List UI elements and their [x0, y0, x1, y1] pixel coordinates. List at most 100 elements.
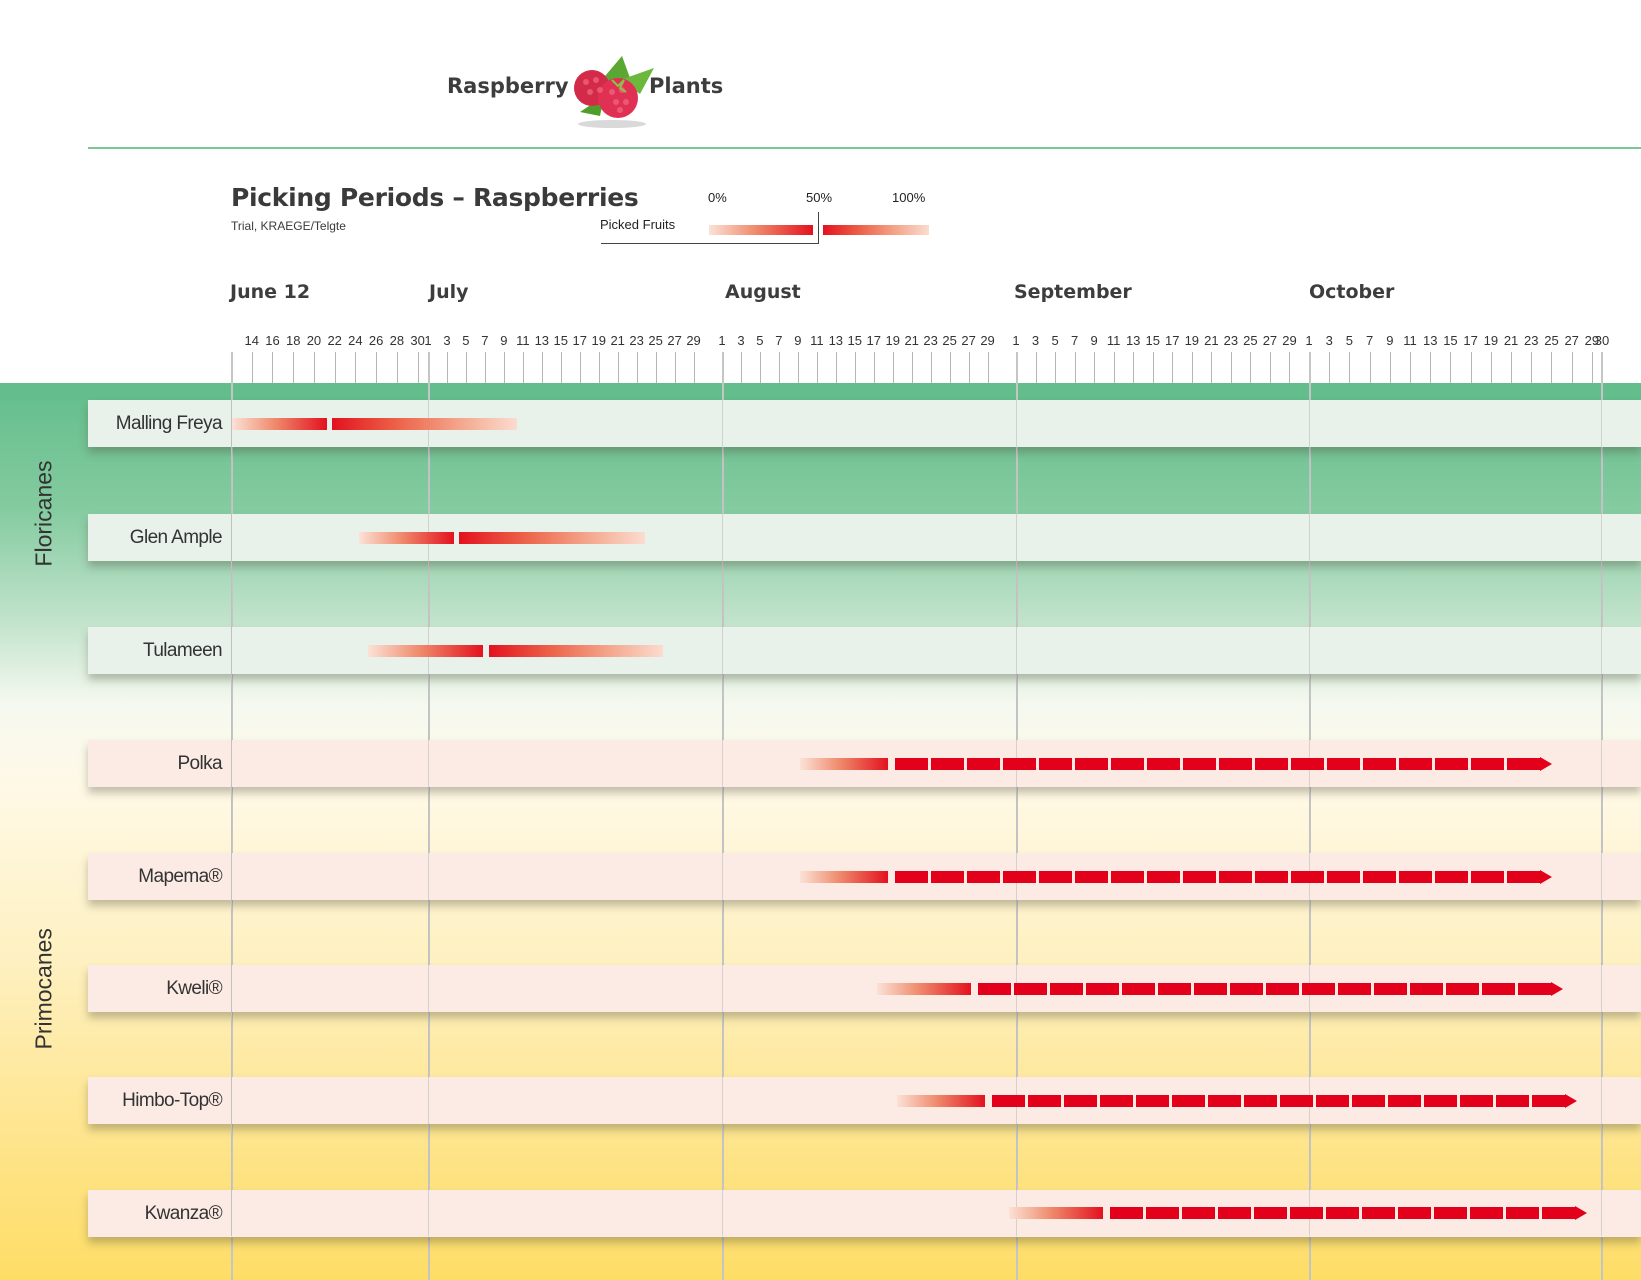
day-tick [1572, 352, 1573, 383]
day-label: 27 [667, 333, 682, 348]
day-tick [855, 352, 856, 383]
day-tick [694, 352, 695, 383]
bar-dash-segment [1050, 983, 1083, 995]
month-october: October [1309, 281, 1395, 303]
day-tick [1592, 352, 1593, 383]
label-himbo-top: Himbo-Top® [122, 1090, 222, 1111]
day-label: 25 [1544, 333, 1559, 348]
bar-dash-segment [1147, 758, 1180, 770]
bar-dash-segment [1183, 871, 1216, 883]
day-label: 19 [591, 333, 606, 348]
day-label: 3 [1325, 333, 1333, 348]
day-tick [836, 352, 837, 383]
bar-dash-segment [1014, 983, 1047, 995]
month-july: July [429, 281, 469, 303]
day-label: 15 [1145, 333, 1160, 348]
day-label: 5 [756, 333, 764, 348]
bar-dash-segment [1110, 1207, 1143, 1219]
bar-glen-ample-rising [359, 532, 454, 544]
day-tick [1329, 352, 1330, 383]
day-tick [741, 352, 742, 383]
label-tulameen: Tulameen [143, 640, 223, 661]
day-tick [272, 352, 273, 383]
group-floricanes: Floricanes [30, 460, 57, 567]
day-label: 7 [481, 333, 489, 348]
bar-dash-segment [1039, 758, 1072, 770]
bar-dash-segment [1003, 871, 1036, 883]
day-tick [504, 352, 505, 383]
brand-raspberry: Raspberry [447, 74, 569, 98]
gridline-oct30 [1601, 352, 1603, 1280]
label-malling-freya: Malling Freya [115, 413, 223, 434]
row-tulameen [88, 627, 1641, 674]
day-tick [1270, 352, 1271, 383]
day-tick [466, 352, 467, 383]
legend-50pct: 50% [806, 190, 833, 205]
day-tick [523, 352, 524, 383]
day-tick [1430, 352, 1431, 383]
gridline-oct1 [1309, 352, 1311, 1280]
bar-dash-segment [1327, 871, 1360, 883]
day-label: 7 [775, 333, 783, 348]
day-label: 11 [810, 333, 824, 348]
day-label: 9 [1090, 333, 1098, 348]
bar-dash-segment [1208, 1095, 1241, 1107]
bar-dash-segment [1291, 871, 1324, 883]
bar-dash-segment [1435, 871, 1468, 883]
gridline-jul1 [428, 352, 430, 1280]
bar-dash-segment [1111, 758, 1144, 770]
day-label: 30 [1594, 333, 1610, 348]
day-label: 9 [794, 333, 802, 348]
day-tick [637, 352, 638, 383]
day-tick [874, 352, 875, 383]
gridline-jun12 [231, 352, 233, 1280]
day-label: 1 [718, 333, 726, 348]
day-label: 29 [980, 333, 995, 348]
day-label: 11 [1403, 333, 1417, 348]
day-tick [912, 352, 913, 383]
day-label: 16 [265, 333, 280, 348]
day-label: 5 [1051, 333, 1059, 348]
header-divider [88, 147, 1641, 149]
day-label: 20 [306, 333, 322, 348]
bar-malling-freya-rising [232, 418, 327, 430]
bar-dash-segment [1255, 871, 1288, 883]
gridline-overlay-aug1 [722, 400, 723, 1236]
bar-dash-segment [1218, 1207, 1251, 1219]
bar-dash-segment [1338, 983, 1371, 995]
day-label: 13 [534, 333, 550, 348]
gridline-aug1 [722, 352, 724, 1280]
bar-dash-segment [1471, 871, 1504, 883]
day-tick [893, 352, 894, 383]
day-tick [1450, 352, 1451, 383]
bar-dash-segment [1435, 758, 1468, 770]
day-label: 15 [1443, 333, 1458, 348]
arrow-right-icon [1540, 870, 1552, 884]
day-label: 21 [1204, 333, 1219, 348]
gridline-overlay-sep1 [1016, 400, 1017, 1236]
bar-dash-segment [1219, 758, 1252, 770]
day-label: 3 [1031, 333, 1040, 348]
bar-dash-segment [1280, 1095, 1313, 1107]
day-tick [314, 352, 315, 383]
bar-dash-segment [1507, 871, 1540, 883]
bar-dash-segment [1244, 1095, 1277, 1107]
bar-kwanza-rising [1009, 1207, 1103, 1219]
legend-falling-bar [823, 225, 929, 235]
bar-glen-ample-falling [459, 532, 645, 544]
day-tick [1231, 352, 1232, 383]
day-label: 14 [244, 333, 259, 348]
bar-dash-segment [1399, 758, 1432, 770]
day-label: 13 [828, 333, 844, 348]
bar-dash-segment [1506, 1207, 1539, 1219]
bar-dash-segment [1075, 871, 1108, 883]
day-label: 27 [1262, 333, 1278, 348]
day-tick [599, 352, 600, 383]
month-august: August [725, 281, 801, 303]
day-label: 21 [904, 333, 919, 348]
day-tick [1192, 352, 1193, 383]
month-september: September [1014, 281, 1132, 303]
bar-dash-segment [1471, 758, 1504, 770]
bar-dash-segment [1100, 1095, 1133, 1107]
bar-kweli-rising [877, 983, 971, 995]
